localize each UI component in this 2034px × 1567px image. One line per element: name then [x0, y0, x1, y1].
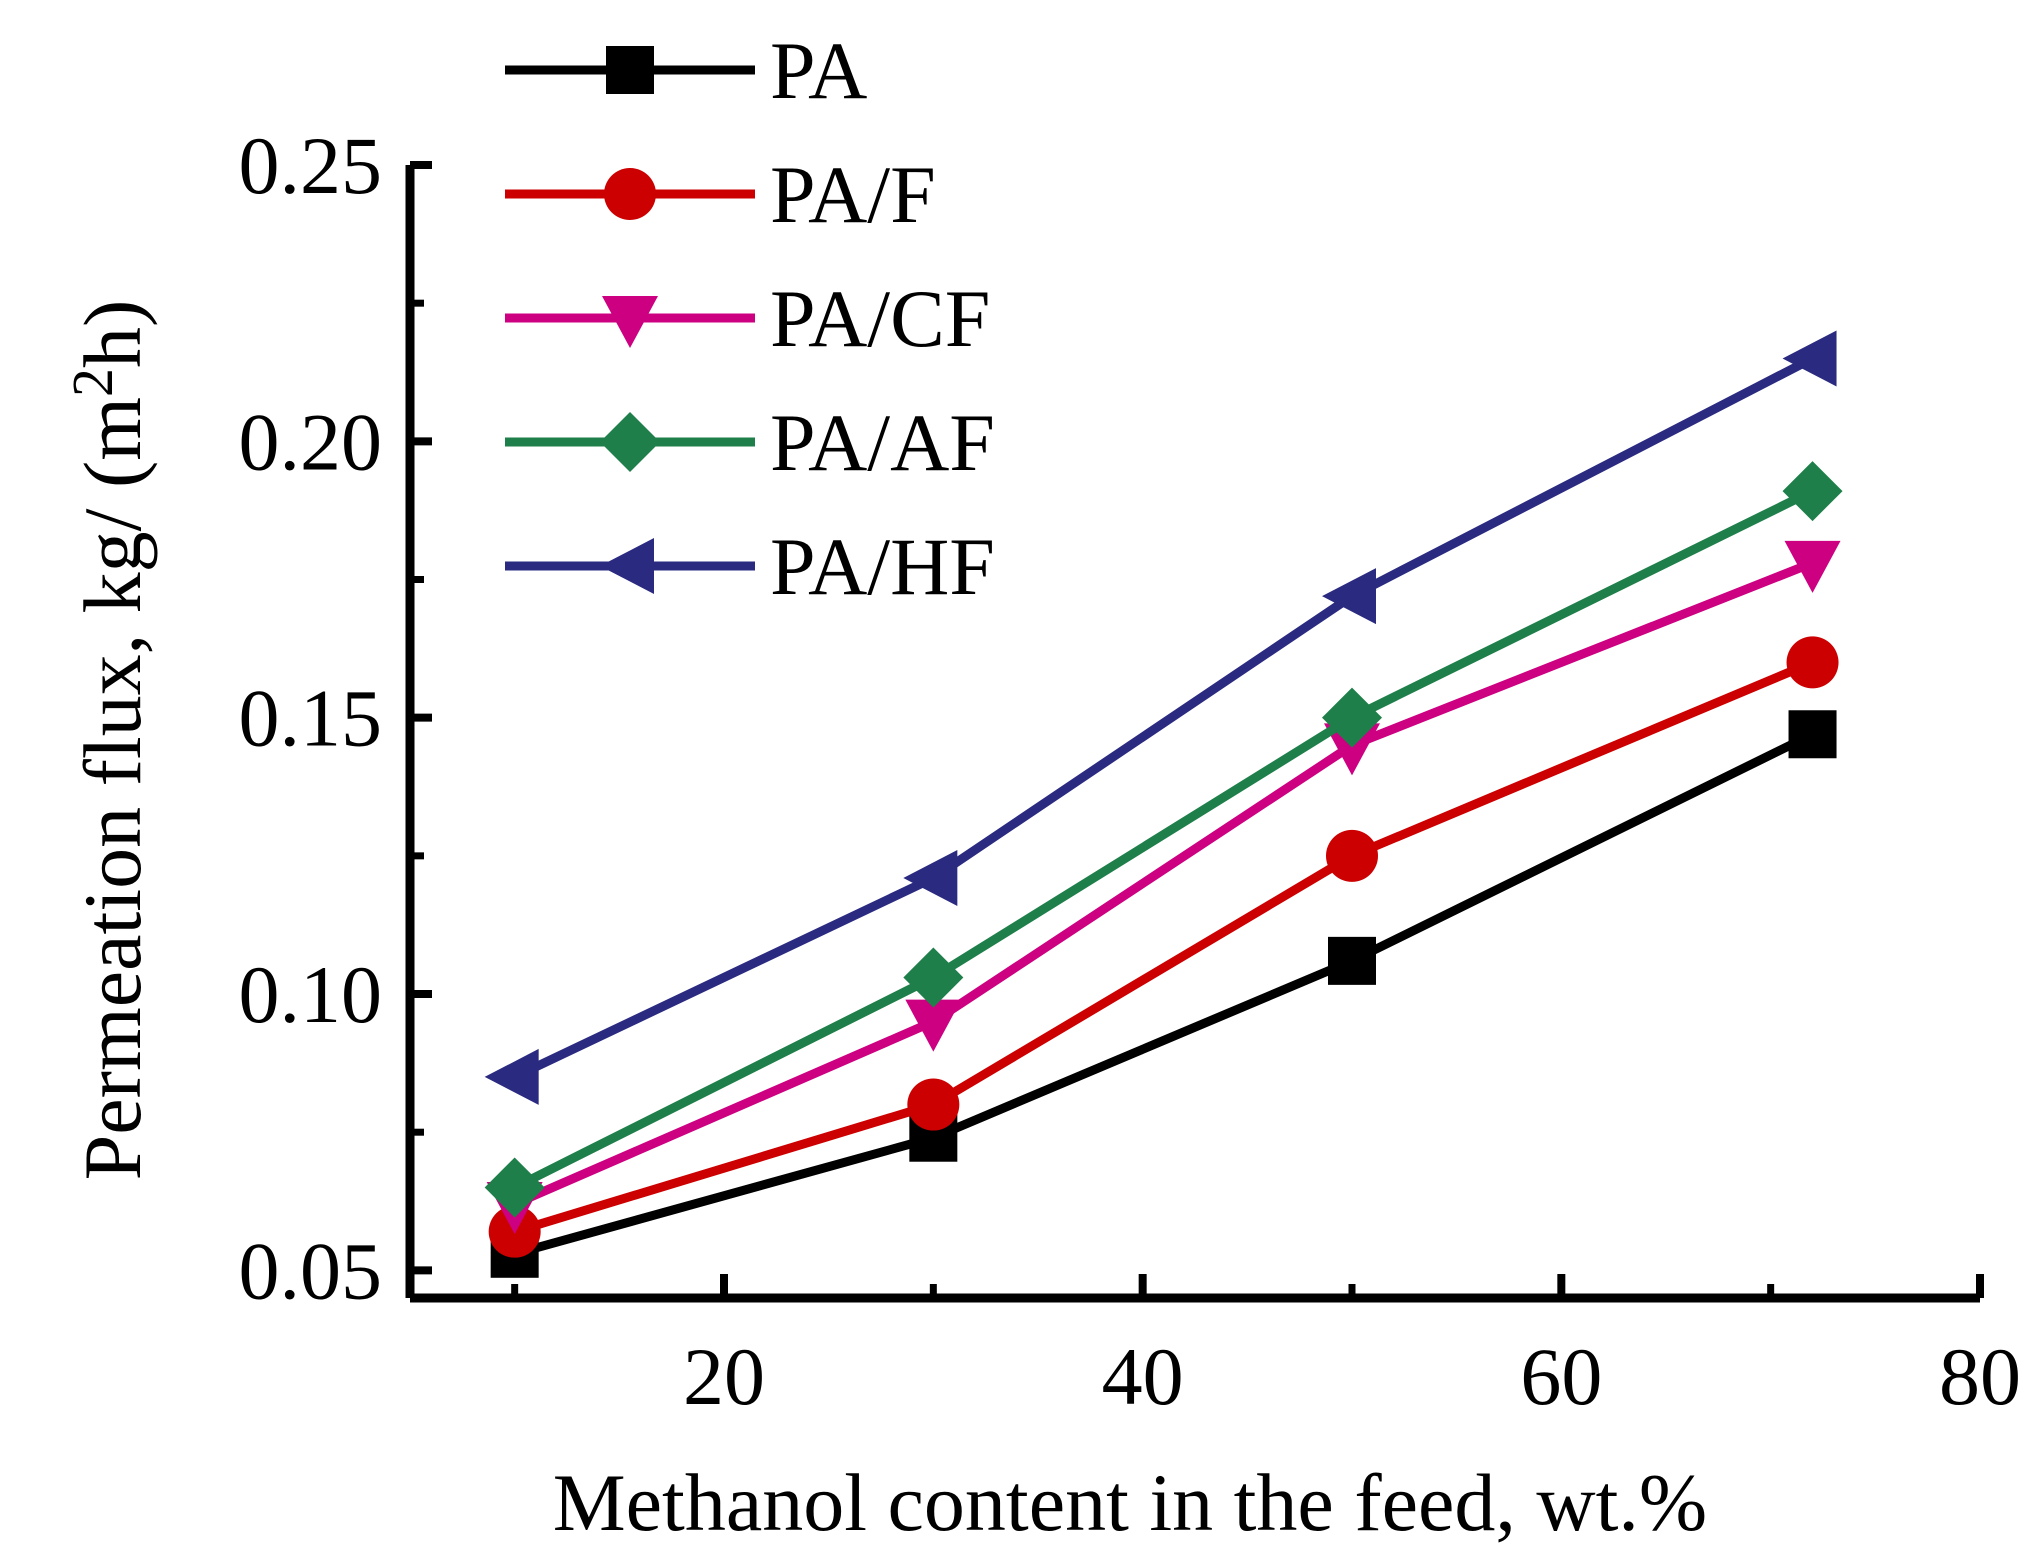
y-tick-label: 0.05: [239, 1225, 383, 1316]
data-point: [1786, 636, 1839, 689]
series-line: [512, 487, 1815, 1192]
data-point: [484, 1048, 539, 1105]
data-point: [1322, 568, 1376, 625]
axes-layer: 0.05 0.10 0.15 0.20 0.25 20 40 60 80: [239, 120, 2022, 1422]
legend-item: PA/F: [505, 149, 936, 240]
data-point: [1782, 461, 1843, 522]
data-point: [1328, 936, 1376, 985]
data-point: [1784, 540, 1841, 593]
data-point: [903, 849, 958, 906]
data-point: [907, 1078, 960, 1131]
data-point: [1788, 710, 1837, 759]
y-axis-title-end: h): [67, 300, 158, 368]
x-tick-label: 60: [1520, 1331, 1602, 1422]
legend-label: PA/CF: [770, 273, 990, 364]
y-axis-title-sup: 2: [60, 368, 125, 397]
y-tick-label: 0.20: [239, 396, 383, 487]
x-axis-title: Methanol content in the feed, wt.%: [553, 1457, 1708, 1548]
series-pa-af: [484, 461, 1843, 1218]
data-point: [1782, 330, 1837, 387]
x-tick-label: 20: [683, 1331, 765, 1422]
legend-item: PA: [505, 25, 867, 116]
legend-marker: [600, 538, 654, 594]
series-layer: [484, 330, 1843, 1278]
series-pa-hf: [484, 330, 1837, 1105]
y-tick-label: 0.15: [239, 673, 383, 764]
legend-item: PA/AF: [505, 397, 995, 488]
legend-label: PA/F: [770, 149, 936, 240]
legend-marker: [600, 412, 660, 472]
y-tick-label: 0.25: [239, 120, 383, 211]
y-axis-title-main: Permeation flux, kg/ (m: [67, 397, 158, 1180]
legend: PA PA/F PA/CF PA/AF PA/HF: [505, 25, 995, 612]
data-point: [905, 999, 962, 1052]
legend-label: PA/HF: [770, 521, 995, 612]
data-point: [484, 1157, 545, 1218]
x-tick-label: 40: [1102, 1331, 1184, 1422]
data-point: [903, 947, 964, 1008]
y-axis-title: Permeation flux, kg/ (m2h): [60, 300, 158, 1181]
legend-item: PA/HF: [505, 521, 995, 612]
series-line: [513, 658, 1815, 1236]
series-line: [512, 354, 1815, 1081]
x-tick-label: 80: [1939, 1331, 2021, 1422]
series-pa-f: [488, 636, 1839, 1258]
series-line: [512, 558, 1815, 1209]
legend-label: PA/AF: [770, 397, 995, 488]
legend-label: PA: [770, 25, 867, 116]
data-point: [1324, 723, 1380, 776]
legend-marker: [602, 296, 658, 348]
series-pa-cf: [486, 540, 1841, 1235]
legend-marker: [606, 46, 654, 94]
series-line: [513, 730, 1815, 1259]
data-point: [1322, 687, 1382, 748]
y-tick-label: 0.10: [239, 949, 383, 1040]
legend-item: PA/CF: [505, 273, 990, 364]
legend-marker: [604, 168, 656, 220]
data-point: [1326, 829, 1378, 882]
